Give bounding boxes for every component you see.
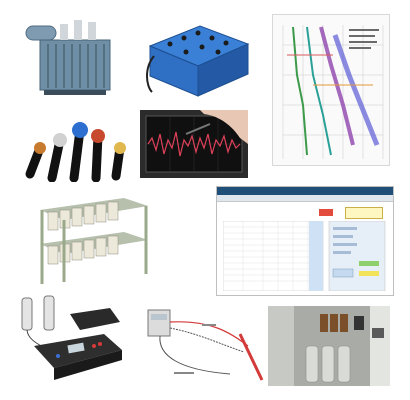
spreadsheet-red-marker [319,209,333,216]
protection-coordination-curve-chart [272,14,390,166]
battery-bank-photo [140,16,250,100]
power-cable-cross-section-photo [16,112,130,182]
excel-ribbon [217,195,393,202]
excel-calculation-sheet-screenshot [216,186,394,296]
excel-title-bar [217,187,393,195]
battery-rack-photo [34,194,152,286]
capacitor-panel-photo [268,306,390,386]
power-transformer-photo [20,16,120,98]
spreadsheet-note-box [345,207,383,219]
oscilloscope-waveform-photo [140,110,248,178]
portable-test-instrument-photo [14,294,126,384]
test-wiring-diagram [140,304,264,386]
